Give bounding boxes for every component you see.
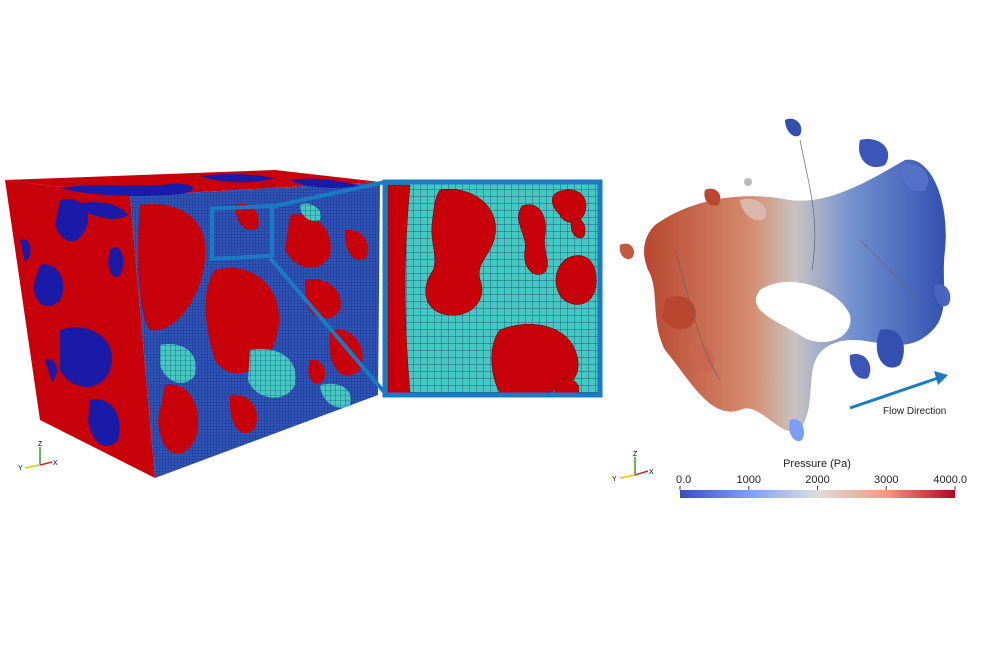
colorbar-title: Pressure (Pa) bbox=[783, 458, 851, 470]
zoom-inset bbox=[382, 179, 603, 398]
zoom-source-box bbox=[210, 203, 274, 261]
pressure-sphere bbox=[744, 178, 752, 186]
axes-triad-left: Z Y X bbox=[18, 441, 58, 472]
flow-direction-annotation: Flow Direction bbox=[849, 371, 948, 417]
pressure-colorbar: Pressure (Pa) 0.0 1000 2000 3000 4000.0 bbox=[676, 458, 967, 498]
pressure-field-render bbox=[619, 118, 951, 442]
flow-direction-label: Flow Direction bbox=[883, 406, 946, 417]
colorbar-tick-label: 1000 bbox=[737, 474, 761, 486]
zoom-inset-frame bbox=[382, 179, 603, 398]
axis-z-label: Z bbox=[38, 441, 43, 448]
colorbar-ticks: 0.0 1000 2000 3000 4000.0 bbox=[676, 474, 967, 490]
colorbar-tick-label: 0.0 bbox=[676, 474, 691, 486]
zoom-connector-bottom bbox=[268, 256, 387, 395]
colorbar-tick-label: 3000 bbox=[874, 474, 898, 486]
axis-x-label: X bbox=[649, 469, 654, 476]
pressure-plume-main bbox=[644, 159, 946, 432]
cube-top-pores bbox=[60, 174, 360, 196]
axes-triad-right: Z Y X bbox=[612, 451, 654, 483]
cube-mesh-regions bbox=[160, 203, 351, 408]
axis-x-label: X bbox=[53, 460, 58, 467]
axis-y-label: Y bbox=[612, 476, 617, 483]
zoom-inset-grains bbox=[387, 184, 597, 394]
colorbar-gradient bbox=[680, 490, 955, 498]
axis-z-label: Z bbox=[633, 451, 638, 458]
flow-direction-arrowhead bbox=[934, 371, 948, 385]
colorbar-tick-label: 4000.0 bbox=[933, 474, 967, 486]
colorbar-tick-label: 2000 bbox=[805, 474, 829, 486]
pressure-wires bbox=[674, 139, 916, 381]
zoom-connector-top bbox=[269, 180, 386, 209]
cube-left-pores bbox=[20, 199, 128, 447]
porous-cube bbox=[5, 170, 387, 478]
pressure-fragments bbox=[619, 118, 951, 442]
flow-direction-arrow bbox=[849, 376, 939, 410]
axis-y-label: Y bbox=[18, 465, 23, 472]
